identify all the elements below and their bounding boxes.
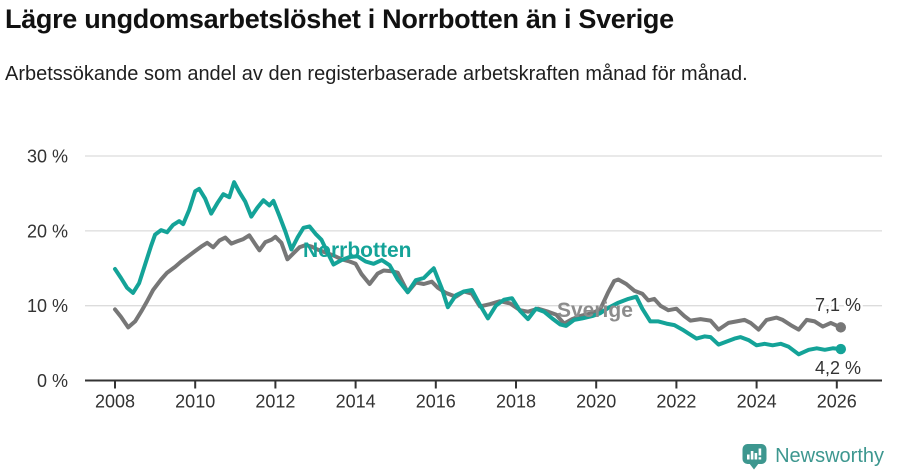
newsworthy-icon [742,443,767,469]
x-tick-label-2024: 2024 [737,392,777,412]
y-tick-label-0: 0 % [37,371,68,391]
series-line-norrbotten [113,180,843,357]
page-title: Lägre ungdomsarbetslöshet i Norrbotten ä… [5,4,674,34]
y-tick-label-20: 20 % [27,221,68,241]
series-line-sverige [113,233,843,332]
series-label-norrbotten: Norrbotten [303,239,412,262]
newsworthy-logo-link[interactable]: Newsworthy [742,442,884,470]
x-tick-label-2018: 2018 [496,392,536,412]
y-tick-label-10: 10 % [27,296,68,316]
x-tick-label-2012: 2012 [255,392,295,412]
x-tick-label-2020: 2020 [576,392,616,412]
x-tick-label-2016: 2016 [416,392,456,412]
x-tick-label-2014: 2014 [336,392,376,412]
x-tick-label-2008: 2008 [95,392,135,412]
series-end-dot-norrbotten [835,343,847,355]
end-value-label-sverige: 7,1 % [815,295,861,315]
x-tick-label-2022: 2022 [656,392,696,412]
newsworthy-wordmark: Newsworthy [775,444,884,467]
series-end-dot-sverige [835,322,847,333]
y-tick-label-30: 30 % [27,147,68,167]
end-value-label-norrbotten: 4,2 % [815,358,861,378]
x-tick-label-2010: 2010 [175,392,215,412]
series-label-sverige: Sverige [557,299,633,322]
x-tick-label-2026: 2026 [817,392,857,412]
chart-subtitle: Arbetssökande som andel av den registerb… [5,63,748,85]
